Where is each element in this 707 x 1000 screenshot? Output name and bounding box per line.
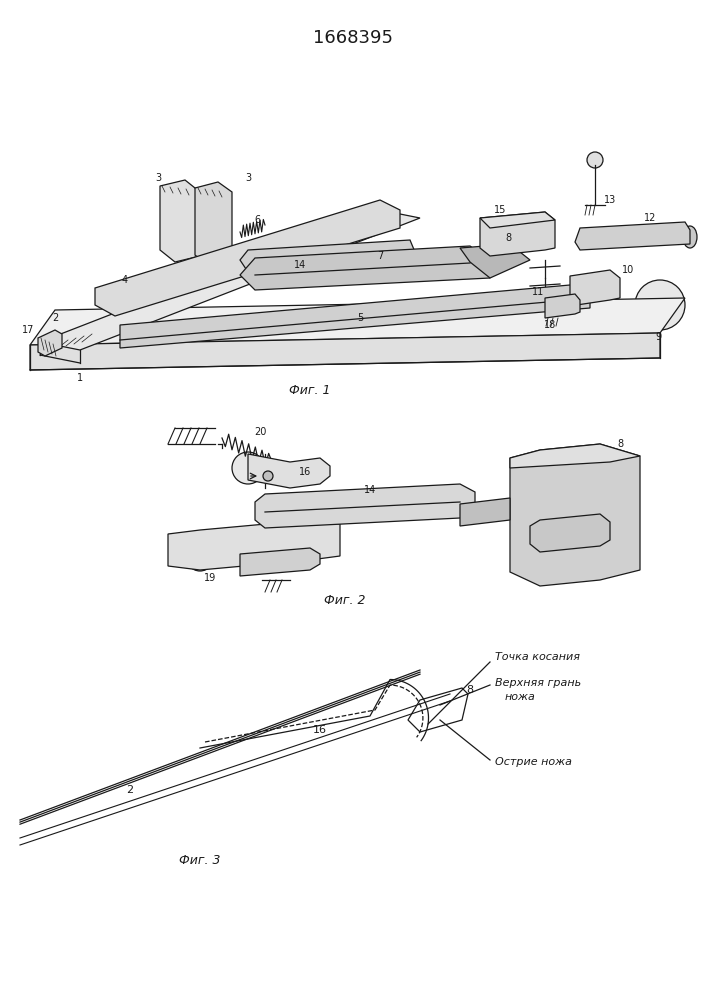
Text: 16: 16: [299, 467, 311, 477]
Text: 17: 17: [22, 325, 34, 335]
Text: Точка косания: Точка косания: [495, 652, 580, 662]
Polygon shape: [510, 444, 640, 586]
Polygon shape: [95, 200, 400, 316]
Text: 15: 15: [493, 205, 506, 215]
Text: 8: 8: [505, 233, 511, 243]
Text: 14: 14: [294, 260, 306, 270]
Polygon shape: [38, 330, 62, 356]
Text: 1: 1: [77, 373, 83, 383]
Polygon shape: [160, 180, 200, 262]
Circle shape: [263, 471, 273, 481]
Text: 13: 13: [604, 195, 616, 205]
Polygon shape: [480, 212, 555, 256]
Polygon shape: [120, 285, 590, 348]
Text: 20: 20: [254, 427, 267, 437]
Ellipse shape: [683, 226, 697, 248]
Polygon shape: [30, 298, 685, 345]
Text: 3: 3: [245, 173, 251, 183]
Polygon shape: [480, 212, 555, 228]
Circle shape: [587, 152, 603, 168]
Polygon shape: [240, 548, 320, 576]
Polygon shape: [510, 444, 640, 468]
Polygon shape: [248, 454, 330, 488]
Polygon shape: [30, 333, 660, 370]
Polygon shape: [570, 270, 620, 306]
Polygon shape: [530, 514, 610, 552]
Polygon shape: [545, 294, 580, 318]
Text: Фиг. 2: Фиг. 2: [325, 593, 366, 606]
Text: 1668395: 1668395: [313, 29, 393, 47]
Text: 18: 18: [544, 320, 556, 330]
Circle shape: [232, 452, 264, 484]
Text: 2: 2: [52, 313, 58, 323]
Text: Фиг. 3: Фиг. 3: [180, 854, 221, 866]
Text: 11: 11: [532, 287, 544, 297]
Polygon shape: [460, 498, 510, 526]
Polygon shape: [40, 210, 420, 350]
Text: 5: 5: [357, 313, 363, 323]
Text: 6: 6: [254, 215, 260, 225]
Text: 12: 12: [644, 213, 656, 223]
Text: 8: 8: [617, 439, 623, 449]
Polygon shape: [575, 222, 690, 250]
Circle shape: [635, 280, 685, 330]
Text: 9: 9: [655, 332, 661, 342]
Text: Верхняя грань: Верхняя грань: [495, 678, 581, 688]
Text: Острие ножа: Острие ножа: [495, 757, 572, 767]
Text: 2: 2: [127, 785, 134, 795]
Text: ножа: ножа: [505, 692, 536, 702]
Polygon shape: [195, 182, 232, 265]
Text: 16: 16: [313, 725, 327, 735]
Text: 4: 4: [122, 275, 128, 285]
Polygon shape: [168, 520, 340, 570]
Ellipse shape: [184, 533, 216, 571]
Polygon shape: [240, 240, 415, 272]
Text: Фиг. 1: Фиг. 1: [289, 383, 331, 396]
Text: 14: 14: [364, 485, 376, 495]
Text: 19: 19: [204, 573, 216, 583]
Text: 10: 10: [622, 265, 634, 275]
Text: 7: 7: [377, 251, 383, 261]
Text: 8: 8: [467, 685, 474, 695]
Polygon shape: [460, 244, 530, 278]
Polygon shape: [240, 246, 490, 290]
Text: 3: 3: [155, 173, 161, 183]
Polygon shape: [255, 484, 475, 528]
